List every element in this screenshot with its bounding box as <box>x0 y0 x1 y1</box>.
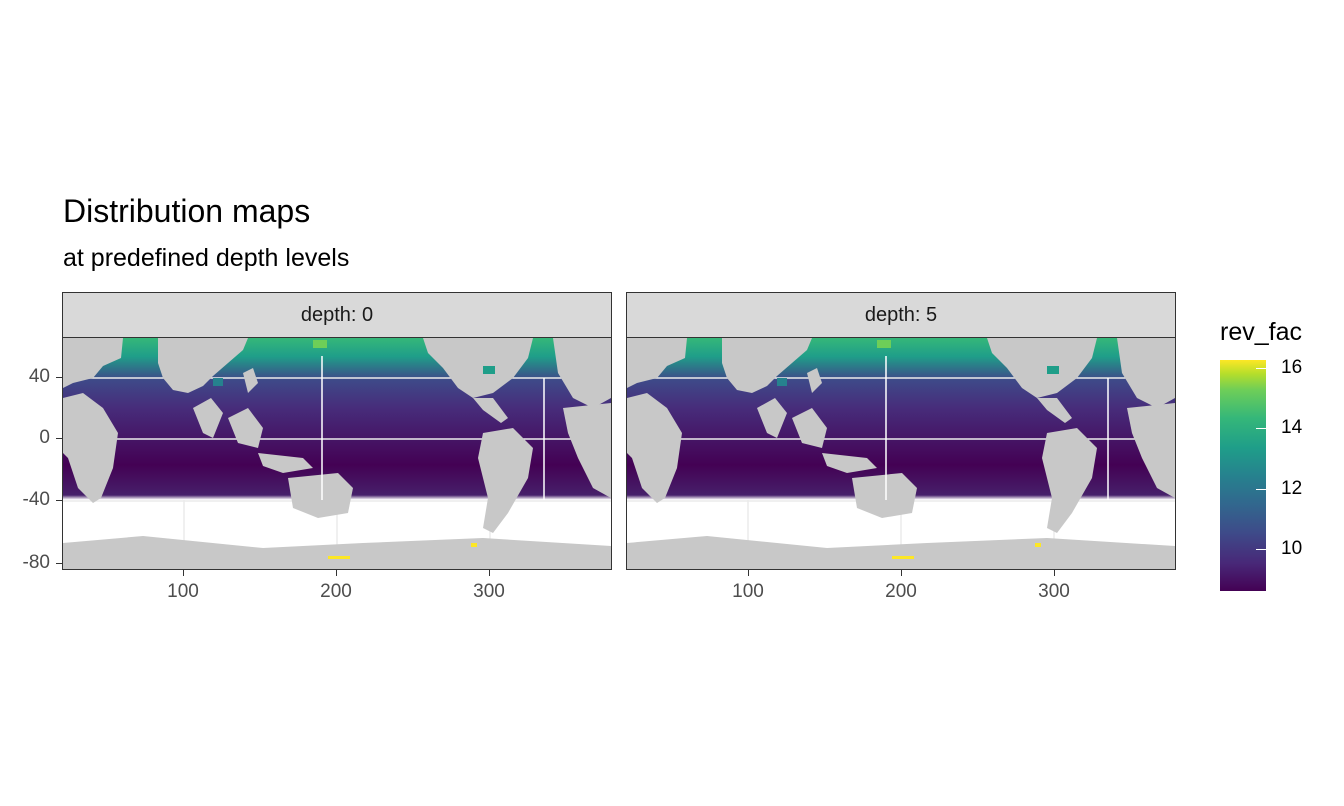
land-mass <box>757 398 787 438</box>
legend-label: 14 <box>1281 417 1303 438</box>
high-value-patch <box>213 378 223 386</box>
facet-strip-depth-5: depth: 5 <box>626 292 1176 338</box>
land-mass <box>193 398 223 438</box>
y-tick-label: -40 <box>22 489 50 510</box>
high-value-patch <box>328 556 350 559</box>
land-mass <box>63 393 118 503</box>
facet-strip-label: depth: 5 <box>864 303 938 326</box>
land-mass <box>258 453 313 473</box>
x-tick-mark <box>1054 570 1055 576</box>
x-tick-label: 100 <box>167 581 199 602</box>
legend-label: 16 <box>1281 357 1303 378</box>
high-value-patch <box>471 543 477 547</box>
y-tick-mark <box>56 500 62 501</box>
land-mass <box>288 473 353 518</box>
map-panel-depth-5 <box>626 337 1176 570</box>
land-mass <box>478 428 533 533</box>
land-mass <box>228 408 263 448</box>
legend-label: 12 <box>1281 478 1303 499</box>
map-svg <box>627 338 1175 569</box>
legend-tick-mark <box>1256 489 1266 490</box>
y-tick-label: 40 <box>28 366 50 387</box>
legend-tick-mark <box>1256 549 1266 550</box>
y-tick-label: -80 <box>22 552 50 573</box>
x-tick-mark <box>489 570 490 576</box>
y-tick-mark <box>56 377 62 378</box>
land-mass <box>722 338 812 393</box>
land-mass <box>987 338 1097 398</box>
legend-title: rev_fac <box>1220 318 1302 346</box>
chart-subtitle: at predefined depth levels <box>63 244 350 272</box>
high-value-patch <box>313 340 327 348</box>
land-mass <box>563 403 611 498</box>
land-mass <box>473 398 508 423</box>
x-tick-label: 200 <box>320 581 352 602</box>
land-mass <box>63 338 123 388</box>
legend-tick-mark <box>1256 428 1266 429</box>
land-mass <box>243 368 258 393</box>
high-value-patch <box>1035 543 1041 547</box>
y-tick-mark <box>56 438 62 439</box>
land-mass <box>423 338 533 398</box>
x-tick-label: 300 <box>1038 581 1070 602</box>
land-mass <box>1117 338 1175 408</box>
facet-strip-label: depth: 0 <box>300 303 374 326</box>
legend-tick-mark <box>1256 368 1266 369</box>
legend-label: 10 <box>1281 538 1303 559</box>
land-mass <box>158 338 248 393</box>
land-mass <box>822 453 877 473</box>
x-tick-mark <box>183 570 184 576</box>
land-mass <box>792 408 827 448</box>
map-svg <box>63 338 611 569</box>
legend-colorbar <box>1220 360 1266 591</box>
high-value-patch <box>777 378 787 386</box>
x-tick-mark <box>748 570 749 576</box>
y-tick-mark <box>56 563 62 564</box>
land-mass <box>1127 403 1175 498</box>
x-tick-label: 200 <box>885 581 917 602</box>
chart-title: Distribution maps <box>63 193 311 229</box>
high-value-patch <box>877 340 891 348</box>
x-tick-label: 100 <box>732 581 764 602</box>
land-mass <box>1037 398 1072 423</box>
high-value-patch <box>483 366 495 374</box>
land-mass <box>627 338 687 388</box>
x-tick-mark <box>336 570 337 576</box>
map-panel-depth-0 <box>62 337 612 570</box>
land-mass <box>553 338 611 408</box>
x-tick-mark <box>901 570 902 576</box>
land-mass <box>807 368 822 393</box>
facet-strip-depth-0: depth: 0 <box>62 292 612 338</box>
land-mass <box>852 473 917 518</box>
x-tick-label: 300 <box>473 581 505 602</box>
high-value-patch <box>1047 366 1059 374</box>
high-value-patch <box>892 556 914 559</box>
land-mass <box>1042 428 1097 533</box>
y-tick-label: 0 <box>39 427 50 448</box>
land-mass <box>627 393 682 503</box>
